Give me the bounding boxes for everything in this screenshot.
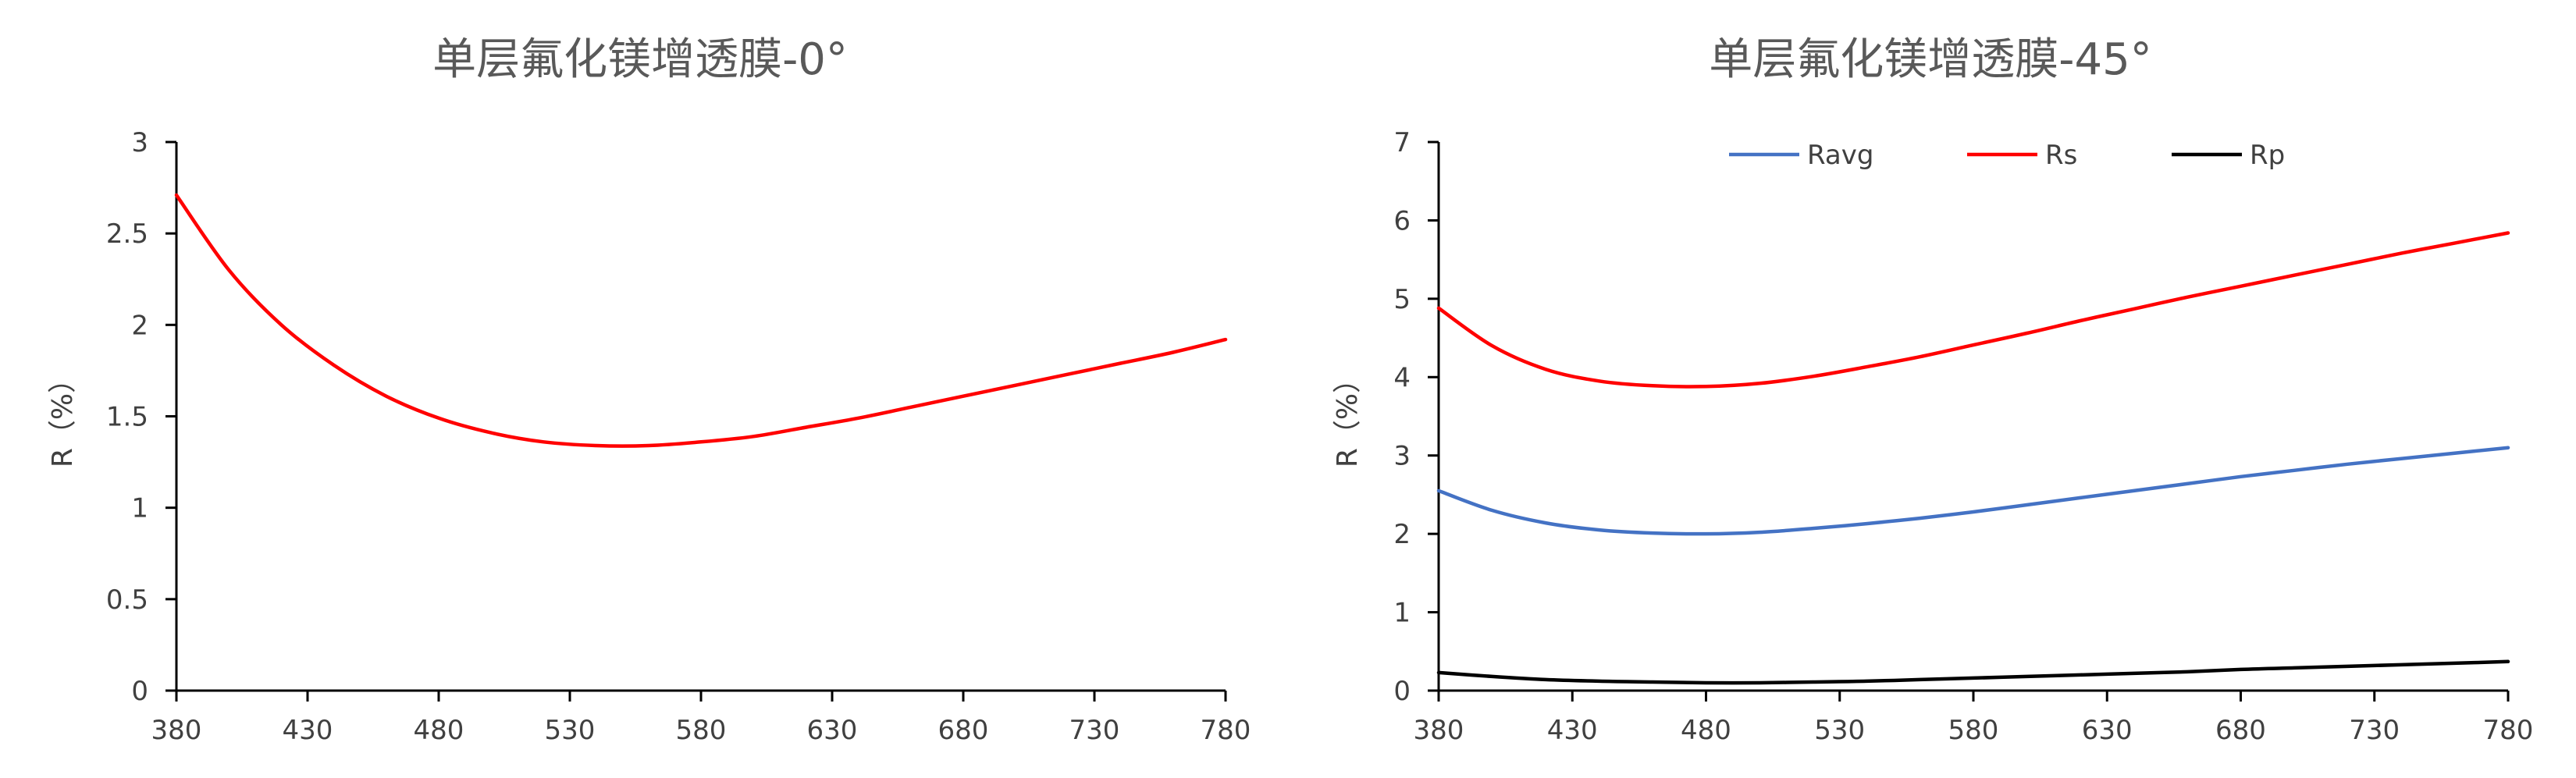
series-line-ravg	[1436, 446, 2510, 536]
y-tick-label: 7	[1393, 127, 1411, 158]
y-tick-label: 0	[131, 676, 148, 707]
x-tick-label: 630	[807, 715, 858, 746]
legend: Ravg Rs Rp	[1729, 140, 2285, 171]
legend-item-rp: Rp	[2172, 140, 2285, 171]
y-tick-label: 3	[1393, 441, 1411, 472]
x-tick-label: 680	[2215, 715, 2266, 746]
chart-title: 单层氟化镁增透膜-0°	[432, 34, 848, 85]
x-tick-label: 530	[545, 715, 596, 746]
x-tick-label: 480	[414, 715, 464, 746]
y-tick-label: 1	[1393, 598, 1411, 629]
x-tick-label: 680	[938, 715, 989, 746]
x-tick-label: 530	[1814, 715, 1865, 746]
y-tick-label: 6	[1393, 205, 1411, 236]
legend-label: Ravg	[1807, 140, 1873, 171]
y-tick-label: 0	[1393, 676, 1411, 707]
series-line-rp	[1436, 659, 2510, 685]
x-tick-label: 480	[1681, 715, 1731, 746]
x-tick-label: 430	[1547, 715, 1598, 746]
x-tick-label: 580	[1948, 715, 1999, 746]
legend-label: Rs	[2045, 140, 2077, 171]
x-tick-label: 430	[283, 715, 333, 746]
series-line	[174, 193, 1228, 448]
x-tick-label: 780	[1201, 715, 1251, 746]
legend-item-rs: Rs	[1967, 140, 2077, 171]
x-tick-label: 730	[2349, 715, 2400, 746]
y-axis-label: R（%）	[1332, 365, 1364, 467]
x-tick-label: 630	[2082, 715, 2133, 746]
y-tick-label: 1.5	[106, 402, 148, 433]
x-tick-label: 730	[1069, 715, 1120, 746]
plot-area: 0 1 2 3 4 5 6 7 380 430 480 530 580 630 680 730 780 R（%） R…	[1332, 127, 2533, 746]
y-tick-label: 3	[131, 127, 148, 158]
y-tick-label: 0.5	[106, 584, 148, 616]
chart-title: 单层氟化镁增透膜-45°	[1709, 34, 2151, 85]
x-tick-label: 380	[151, 715, 202, 746]
chart-45-degree-incidence: 单层氟化镁增透膜-45° 0 1 2 3 4 5 6 7 380 430 480 530 580 630 6…	[1332, 34, 2533, 746]
legend-label: Rp	[2250, 140, 2285, 171]
y-tick-label: 5	[1393, 284, 1411, 315]
chart-normal-incidence: 单层氟化镁增透膜-0° 0 0.5 1 1.5 2 2.5 3 380 430 480 530 580…	[47, 34, 1251, 746]
series-line-rs	[1436, 231, 2510, 389]
y-tick-label: 2.5	[106, 218, 148, 250]
x-tick-label: 380	[1414, 715, 1464, 746]
plot-area: 0 0.5 1 1.5 2 2.5 3 380 430 480 530 580 630 680 730 780…	[47, 127, 1251, 746]
legend-item-ravg: Ravg	[1729, 140, 1873, 171]
y-tick-label: 2	[131, 310, 148, 341]
y-axis-label: R（%）	[47, 365, 79, 467]
x-tick-label: 780	[2483, 715, 2534, 746]
y-tick-label: 1	[131, 493, 148, 524]
y-tick-label: 4	[1393, 362, 1411, 393]
x-tick-label: 580	[676, 715, 727, 746]
y-tick-label: 2	[1393, 519, 1411, 550]
